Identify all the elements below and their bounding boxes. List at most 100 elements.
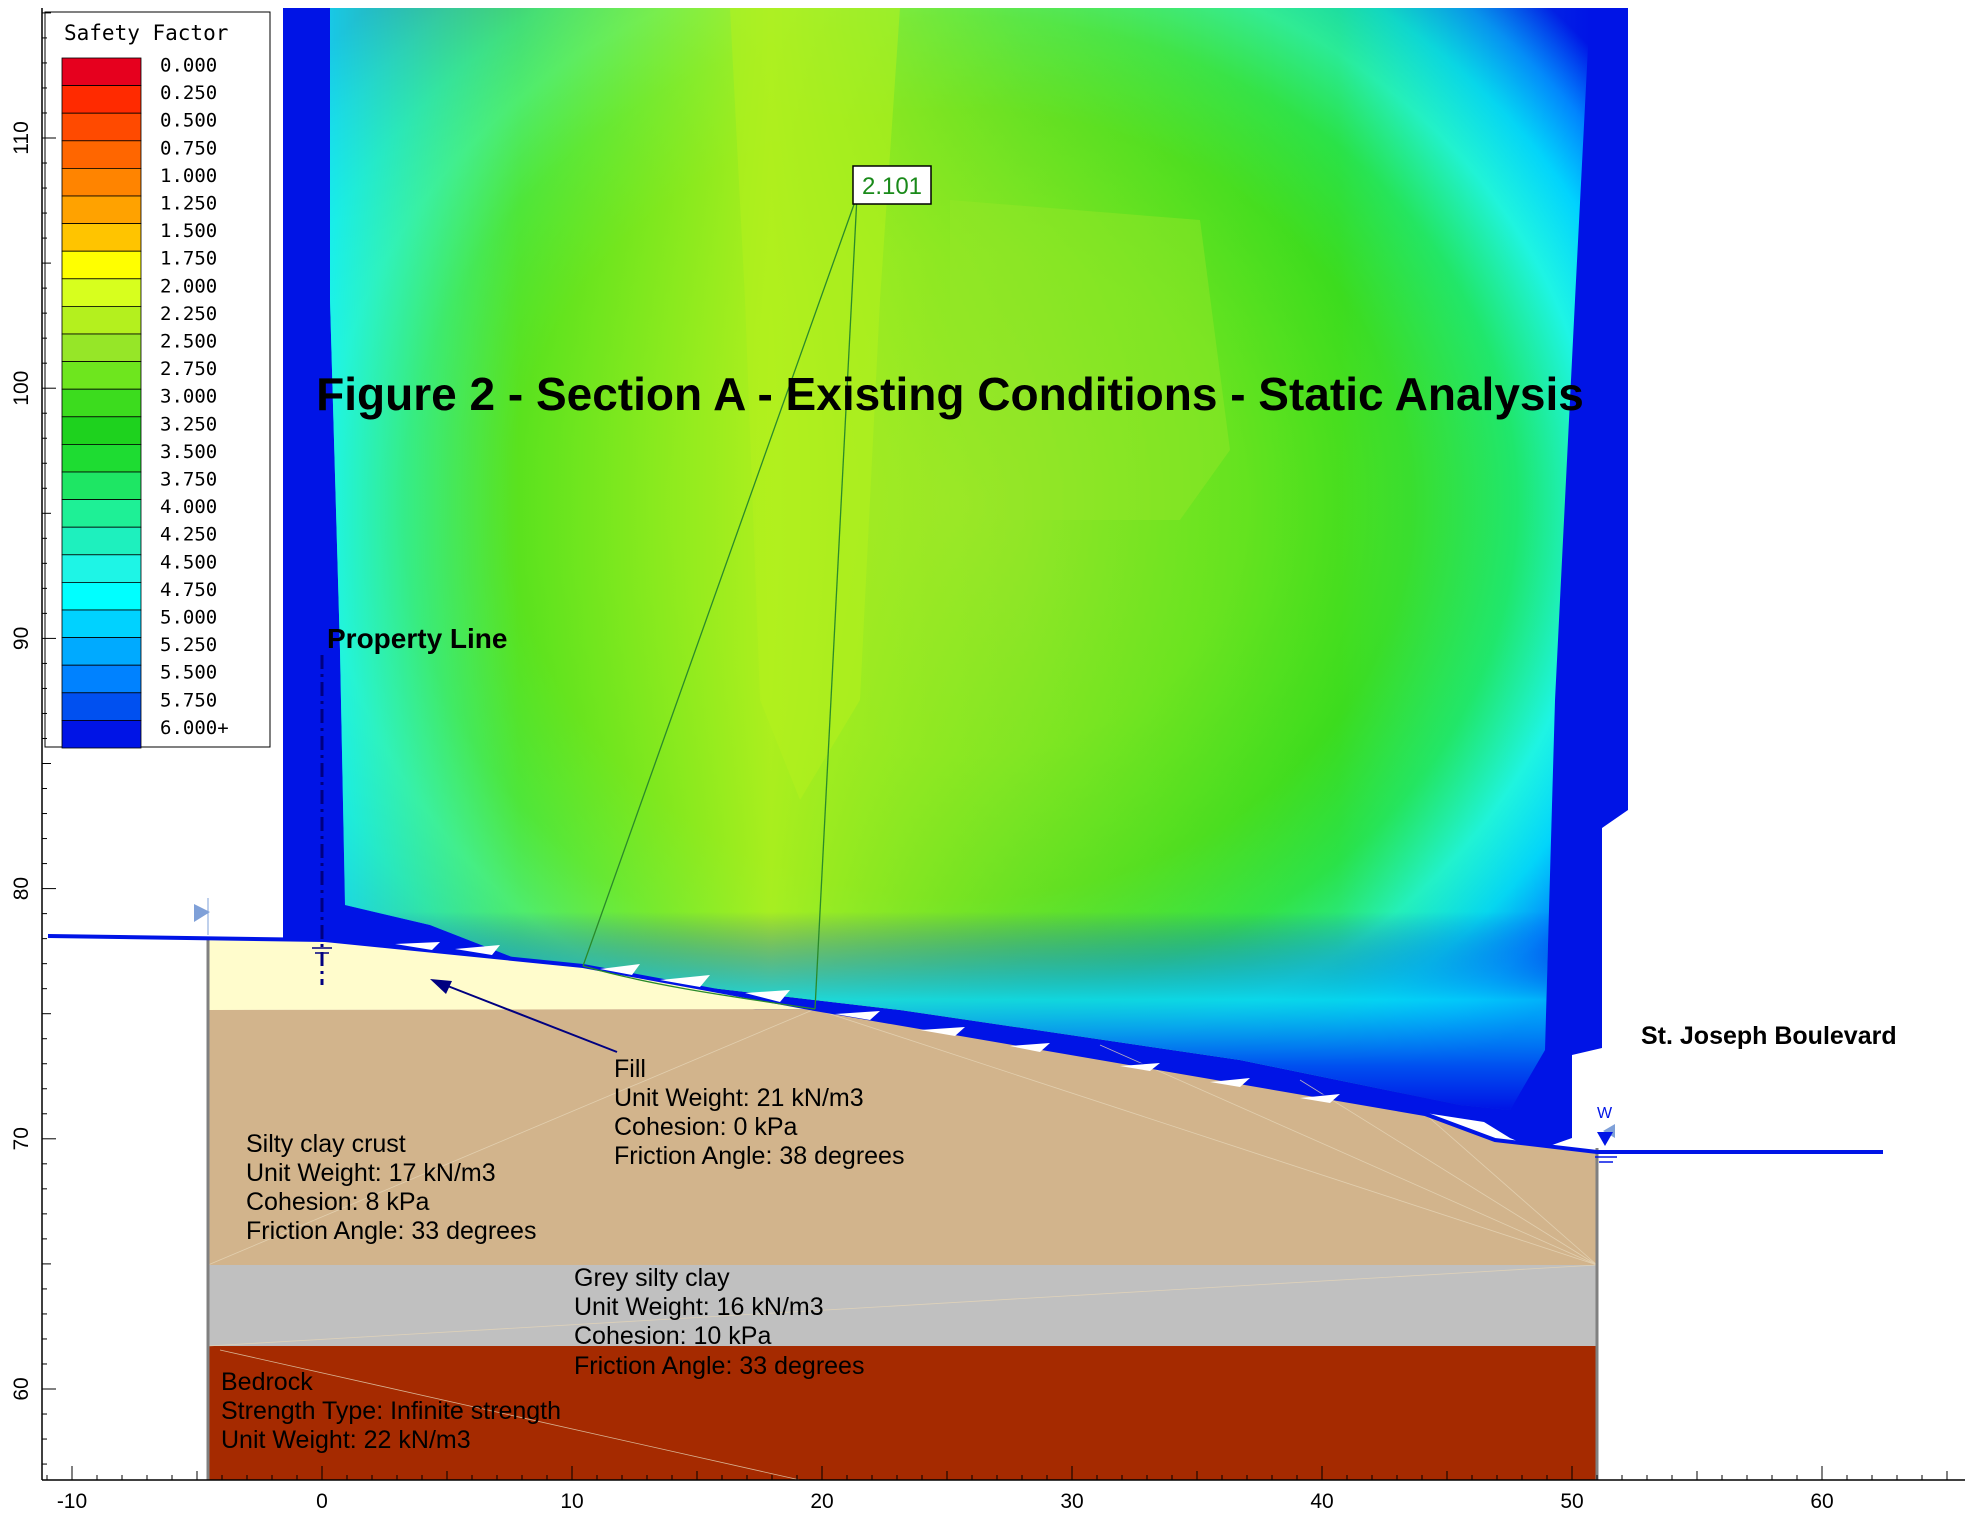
x-tick-label: -10 (57, 1490, 87, 1513)
crust-unit-weight: Unit Weight: 17 kN/m3 (246, 1159, 496, 1187)
legend-label: 5.250 (160, 634, 217, 656)
legend-swatch (61, 609, 142, 639)
material-bedrock-label: Bedrock Strength Type: Infinite strength… (221, 1368, 561, 1454)
x-tick-label: 0 (316, 1490, 328, 1513)
legend-label: 3.250 (160, 413, 217, 435)
property-line: Property Line (312, 623, 507, 985)
legend-label: 5.750 (160, 689, 217, 711)
legend-swatch (61, 471, 142, 501)
bedrock-name: Bedrock (221, 1368, 313, 1396)
legend-label: 4.750 (160, 579, 217, 601)
legend-label: 6.000+ (160, 717, 229, 739)
x-tick-label: 40 (1310, 1490, 1333, 1513)
legend-label: 0.250 (160, 82, 217, 104)
y-tick-label: 60 (10, 1377, 33, 1400)
legend-swatch (61, 554, 142, 583)
road-label: St. Joseph Boulevard (1641, 1022, 1897, 1050)
legend-swatch (61, 195, 142, 225)
legend-swatch (61, 637, 142, 666)
legend-label: 1.250 (160, 193, 217, 215)
y-tick-label: 70 (10, 1127, 33, 1150)
x-axis: -10 0 10 20 30 40 50 60 (46, 1466, 1948, 1513)
legend-swatch (61, 720, 142, 749)
legend-label: 3.000 (160, 386, 217, 408)
y-tick-label: 100 (10, 371, 33, 406)
fill-unit-weight: Unit Weight: 21 kN/m3 (614, 1084, 864, 1112)
y-tick-label: 90 (10, 627, 33, 650)
silty-clay-crust-layer (208, 1009, 1597, 1265)
legend-swatch (61, 140, 142, 169)
legend-swatch (61, 333, 142, 363)
legend-label: 1.000 (160, 165, 217, 187)
legend-swatch (61, 692, 142, 721)
legend-swatch (61, 499, 142, 528)
fill-friction: Friction Angle: 38 degrees (614, 1142, 904, 1170)
y-tick-label: 110 (10, 121, 33, 154)
x-tick-label: 50 (1560, 1490, 1583, 1513)
legend-swatch (61, 223, 142, 252)
y-tick-label: 80 (10, 877, 33, 900)
legend-swatch (61, 305, 142, 335)
legend-swatch (61, 443, 142, 473)
x-tick-label: 20 (810, 1490, 833, 1513)
critical-slip-surface (582, 195, 858, 1010)
legend-swatch (61, 664, 142, 694)
legend-label: 2.500 (160, 331, 217, 353)
x-tick-label: 30 (1060, 1490, 1083, 1513)
fill-cohesion: Cohesion: 0 kPa (614, 1113, 798, 1141)
grey-clay-unit-weight: Unit Weight: 16 kN/m3 (574, 1293, 824, 1321)
legend-label: 1.500 (160, 220, 217, 242)
crust-cohesion: Cohesion: 8 kPa (246, 1188, 430, 1216)
water-table-triangle-icon (1597, 1132, 1613, 1146)
legend-swatch (61, 250, 142, 280)
x-tick-label: 60 (1810, 1490, 1833, 1513)
bedrock-strength: Strength Type: Infinite strength (221, 1397, 561, 1425)
axes: -10 0 10 20 30 40 50 60 60 70 80 90 100 110 (10, 8, 1965, 1513)
water-marker-label: W (1597, 1105, 1613, 1122)
min-safety-factor-value: 2.101 (862, 173, 922, 200)
crust-name: Silty clay crust (246, 1130, 406, 1158)
bedrock-unit-weight: Unit Weight: 22 kN/m3 (221, 1426, 471, 1454)
safety-factor-legend: Safety Factor 0.000 0.250 0.500 0.750 1.000 1… (44, 11, 271, 749)
fill-layer (208, 940, 815, 1010)
legend-swatch (61, 167, 142, 197)
legend-swatch (61, 85, 142, 114)
grey-clay-cohesion: Cohesion: 10 kPa (574, 1322, 771, 1350)
legend-label: 1.750 (160, 248, 217, 270)
bedrock-layer (208, 1346, 1597, 1480)
legend-label: 0.500 (160, 110, 217, 132)
legend-label: 5.000 (160, 607, 217, 629)
legend-title: Safety Factor (64, 21, 228, 45)
legend-label: 0.750 (160, 137, 217, 159)
legend-label: 4.250 (160, 524, 217, 546)
legend-label: 3.500 (160, 441, 217, 463)
x-tick-label: 10 (560, 1490, 583, 1513)
crust-friction: Friction Angle: 33 degrees (246, 1217, 536, 1245)
fill-name: Fill (614, 1055, 646, 1083)
legend-swatch (61, 278, 142, 307)
legend-swatch (61, 112, 142, 142)
legend-label: 5.500 (160, 662, 217, 684)
left-water-marker-icon (194, 904, 210, 922)
right-water-marker-icon (1603, 1124, 1615, 1138)
legend-swatch (61, 582, 142, 611)
legend-swatch (61, 526, 142, 556)
legend-label: 2.000 (160, 275, 217, 297)
material-fill-label: Fill Unit Weight: 21 kN/m3 Cohesion: 0 k… (614, 1055, 904, 1170)
figure-title: Figure 2 - Section A - Existing Conditio… (316, 368, 1584, 420)
legend-label: 4.500 (160, 551, 217, 573)
material-crust-label: Silty clay crust Unit Weight: 17 kN/m3 C… (246, 1130, 536, 1245)
legend-label: 2.250 (160, 303, 217, 325)
legend-swatch (61, 57, 142, 87)
legend-swatch (61, 361, 142, 390)
material-grey-clay-label: Grey silty clay Unit Weight: 16 kN/m3 Co… (574, 1264, 864, 1380)
fill-pointer-arrow (430, 979, 618, 1053)
ground-surface (47, 934, 1883, 1154)
legend-label: 2.750 (160, 358, 217, 380)
legend-label: 3.750 (160, 469, 217, 491)
water-table-markers: W (194, 898, 1617, 1163)
grey-clay-name: Grey silty clay (574, 1264, 730, 1292)
legend-swatch (61, 416, 142, 445)
legend-swatch (61, 388, 142, 418)
